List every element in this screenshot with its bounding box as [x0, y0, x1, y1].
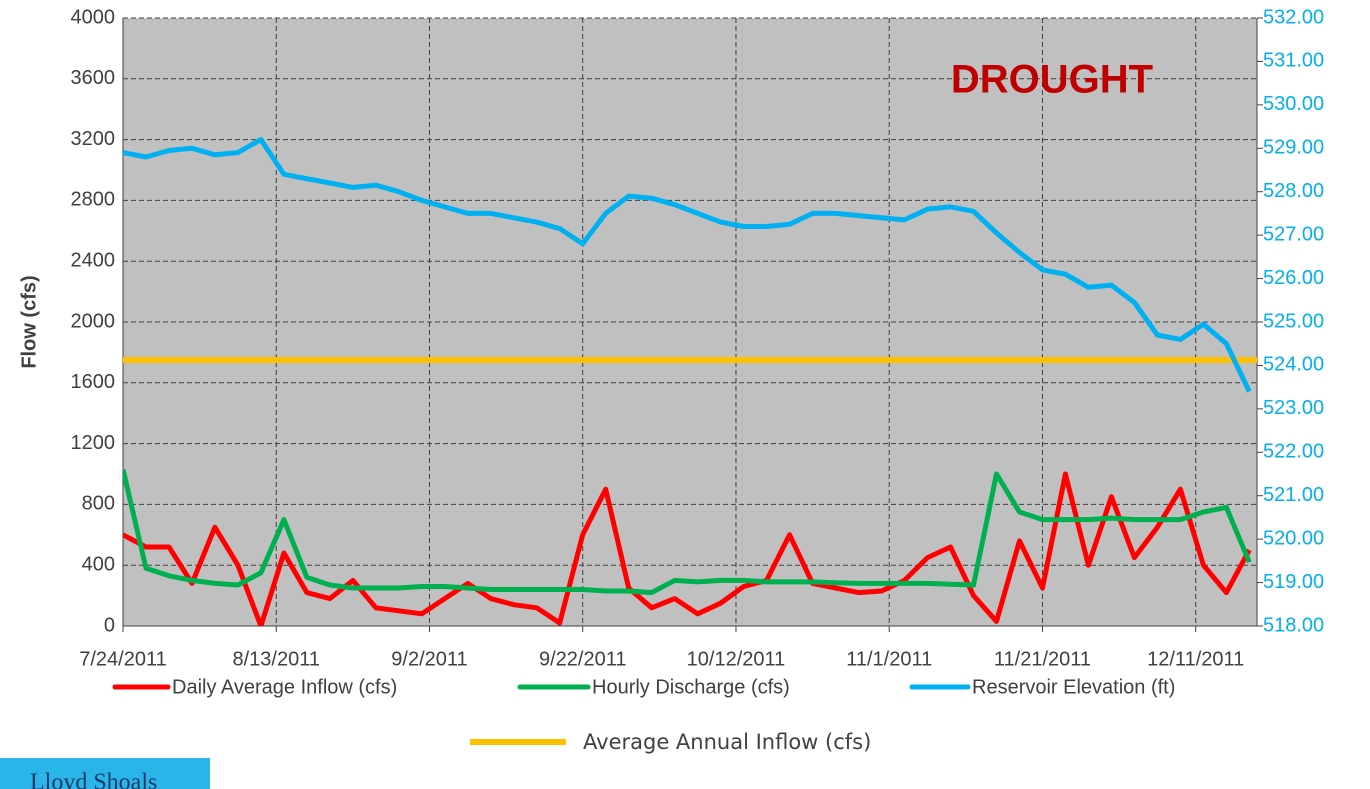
plot-area [123, 137, 1257, 626]
y2-tick-label: 518.00 [1263, 614, 1324, 636]
y2-tick-label: 520.00 [1263, 527, 1324, 549]
y-tick-label: 1200 [71, 432, 116, 454]
y-tick-label: 0 [104, 614, 115, 636]
legend-label: Reservoir Elevation (ft) [972, 676, 1175, 698]
x-tick-label: 9/22/2011 [539, 648, 627, 670]
annotation: DROUGHT [951, 58, 1153, 102]
legend-label: Daily Average Inflow (cfs) [172, 676, 397, 698]
y2-tick-label: 528.00 [1263, 180, 1324, 202]
x-tick-label: 11/1/2011 [846, 648, 932, 670]
y2-tick-label: 529.00 [1263, 137, 1324, 159]
x-tick-label: 11/21/2011 [994, 648, 1091, 670]
y-tick-label: 3600 [71, 67, 116, 89]
y2-tick-label: 519.00 [1263, 571, 1324, 593]
series-line [123, 468, 1252, 596]
logo [0, 758, 210, 789]
x-tick-label: 8/13/2011 [232, 648, 320, 670]
y2-tick-label: 526.00 [1263, 267, 1324, 289]
y-tick-label: 2800 [71, 189, 116, 211]
series-line [123, 137, 1252, 393]
y2-tick-label: 532.00 [1263, 6, 1324, 28]
y-tick-label: 800 [82, 493, 115, 515]
y2-tick-label: 521.00 [1263, 484, 1324, 506]
y-tick-label: 3200 [71, 128, 116, 150]
x-tick-label: 9/2/2011 [391, 648, 467, 670]
y-axis-label: Flow (cfs) [18, 275, 40, 368]
legend-label: Hourly Discharge (cfs) [592, 676, 790, 698]
y-tick-label: 1600 [71, 371, 116, 393]
y-tick-label: 4000 [71, 6, 116, 28]
y2-tick-label: 527.00 [1263, 223, 1324, 245]
y2-tick-label: 523.00 [1263, 397, 1324, 419]
x-tick-label: 10/12/2011 [687, 648, 786, 670]
series-line [123, 471, 1252, 626]
y2-tick-label: 525.00 [1263, 310, 1324, 332]
logo-text: Lloyd Shoals [30, 770, 157, 789]
y2-tick-label: 530.00 [1263, 93, 1324, 115]
x-tick-label: 12/11/2011 [1147, 648, 1244, 670]
y-tick-label: 2400 [71, 249, 116, 271]
y2-tick-label: 531.00 [1263, 50, 1324, 72]
y-tick-label: 2000 [71, 310, 116, 332]
y-tick-label: 400 [82, 553, 115, 575]
x-tick-label: 7/24/2011 [79, 648, 167, 670]
y2-tick-label: 522.00 [1263, 441, 1324, 463]
y2-tick-label: 524.00 [1263, 354, 1324, 376]
legend-label: Average Annual Inflow (cfs) [583, 730, 871, 754]
